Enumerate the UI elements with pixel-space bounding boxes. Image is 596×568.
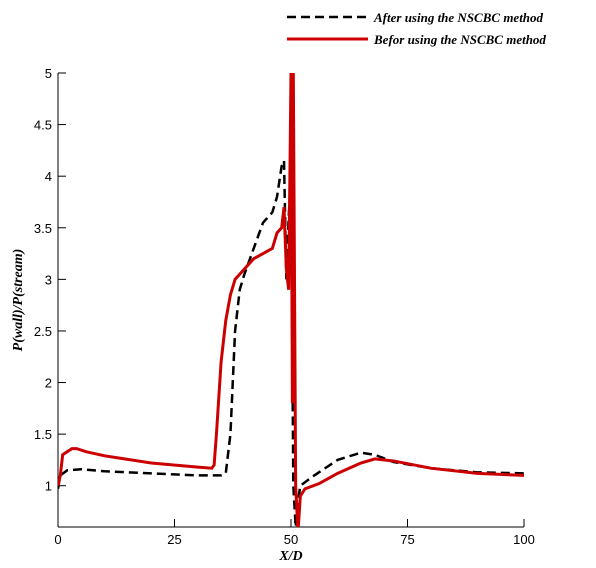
y-tick-label: 3.5: [34, 221, 52, 236]
y-axis-label: P(wall)/P(stream): [11, 249, 26, 352]
y-tick-label: 1: [45, 479, 52, 494]
y-tick-label: 2: [45, 376, 52, 391]
legend-label: After using the NSCBC method: [373, 10, 544, 25]
y-tick-label: 4.5: [34, 118, 52, 133]
y-tick-label: 3: [45, 272, 52, 287]
x-tick-label: 100: [513, 532, 535, 547]
line-series: [58, 73, 524, 527]
y-tick-label: 4: [45, 169, 52, 184]
x-tick-label: 50: [284, 532, 298, 547]
line-series: [58, 160, 524, 527]
x-tick-label: 0: [54, 532, 61, 547]
y-tick-label: 1.5: [34, 427, 52, 442]
x-tick-label: 75: [400, 532, 414, 547]
x-axis-label: X/D: [278, 549, 302, 564]
y-tick-label: 5: [45, 66, 52, 81]
legend-label: Befor using the NSCBC method: [373, 32, 546, 47]
x-tick-label: 25: [167, 532, 181, 547]
plot-area: [58, 73, 524, 527]
y-tick-label: 2.5: [34, 324, 52, 339]
